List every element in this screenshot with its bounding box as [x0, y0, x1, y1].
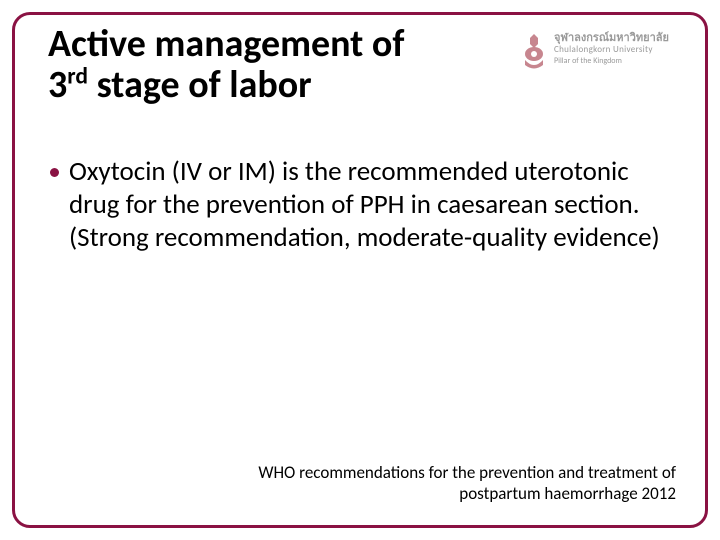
- logo-text-block: จุฬาลงกรณ์มหาวิทยาลัย Chulalongkorn Univ…: [554, 32, 669, 66]
- university-logo: จุฬาลงกรณ์มหาวิทยาลัย Chulalongkorn Univ…: [520, 32, 688, 72]
- slide-title: Active management of 3rd stage of labor: [48, 24, 518, 106]
- citation-text: WHO recommendations for the prevention a…: [190, 462, 676, 505]
- bullet-text: Oxytocin (IV or IM) is the recommended u…: [69, 156, 676, 255]
- slide-container: Active management of 3rd stage of labor …: [0, 0, 720, 540]
- bullet-marker-icon: [50, 168, 59, 177]
- logo-english-text: Chulalongkorn University: [554, 45, 669, 55]
- title-line2: 3rd stage of labor: [48, 62, 312, 108]
- logo-tagline: Pillar of the Kingdom: [554, 57, 669, 66]
- logo-row: จุฬาลงกรณ์มหาวิทยาลัย Chulalongkorn Univ…: [520, 32, 688, 72]
- bullet-item: Oxytocin (IV or IM) is the recommended u…: [50, 156, 676, 255]
- crest-icon: [520, 32, 548, 72]
- logo-thai-text: จุฬาลงกรณ์มหาวิทยาลัย: [554, 32, 669, 45]
- title-line1: Active management of: [48, 21, 404, 67]
